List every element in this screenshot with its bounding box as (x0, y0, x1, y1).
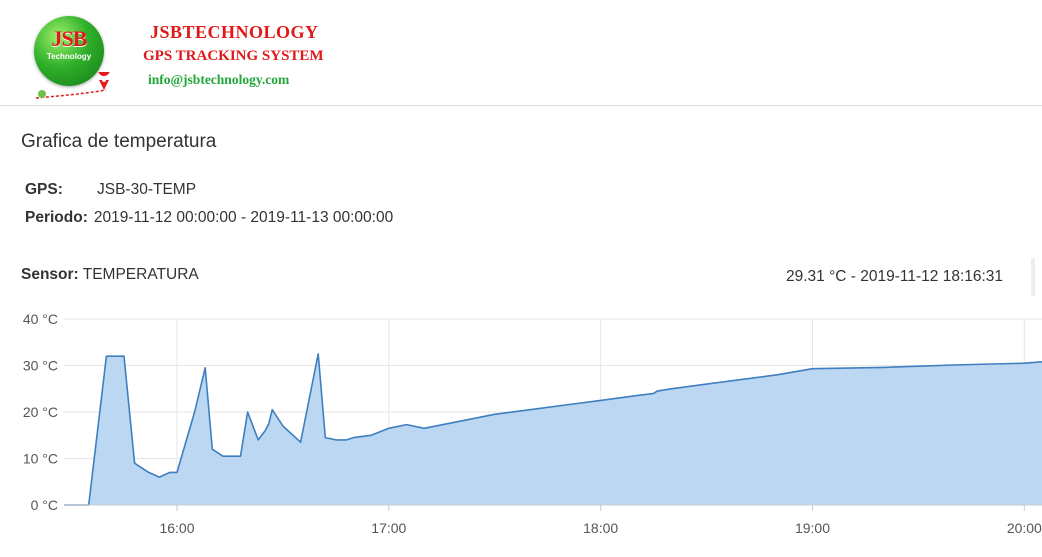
y-tick-label: 10 °C (23, 451, 58, 467)
header: JSB Technology JSBTECHNOLOGY GPS TRACKIN… (0, 0, 1042, 106)
logo-text: JSB (51, 26, 88, 51)
y-tick-label: 40 °C (23, 311, 58, 327)
x-axis-ticks: 16:00 17:00 18:00 19:00 20:00 (159, 520, 1042, 536)
logo-subtext: Technology (46, 52, 92, 61)
x-tick-label: 17:00 (371, 520, 406, 536)
x-tick-label: 19:00 (795, 520, 830, 536)
brand-title: JSBTECHNOLOGY (150, 22, 319, 42)
sensor-label: Sensor: (21, 266, 79, 283)
y-tick-label: 30 °C (23, 358, 58, 374)
periodo-label: Periodo: (25, 209, 88, 226)
sensor-info: Sensor: TEMPERATURA (21, 266, 199, 284)
sensor-value: TEMPERATURA (82, 266, 199, 283)
series-line (64, 353, 1042, 506)
x-tick-label: 20:00 (1007, 520, 1042, 536)
hover-reading: 29.31 °C - 2019-11-12 18:16:31 (786, 268, 1004, 285)
periodo-value: 2019-11-12 00:00:00 - 2019-11-13 00:00:0… (93, 209, 394, 226)
logo-globe-icon (34, 16, 104, 86)
periodo-info: Periodo: 2019-11-12 00:00:00 - 2019-11-13… (25, 209, 393, 227)
y-tick-label: 20 °C (23, 404, 58, 420)
x-tick-label: 16:00 (159, 520, 194, 536)
gps-info: GPS: JSB-30-TEMP (25, 181, 196, 199)
gps-value: JSB-30-TEMP (97, 181, 197, 198)
temperature-chart[interactable]: 0 °C 10 °C 20 °C 30 °C 40 °C 16:00 17:00 18:00… (0, 300, 1042, 557)
x-tick-label: 18:00 (583, 520, 618, 536)
brand-email[interactable]: info@jsbtechnology.com (148, 72, 290, 87)
company-logo: JSB Technology (28, 12, 118, 100)
map-pin-icon (35, 72, 110, 99)
gps-label: GPS: (25, 181, 63, 198)
brand-subtitle: GPS TRACKING SYSTEM (143, 48, 324, 64)
chart-series (64, 353, 1042, 506)
page-title: Grafica de temperatura (21, 131, 217, 152)
series-area (64, 353, 1042, 505)
y-axis-ticks: 0 °C 10 °C 20 °C 30 °C 40 °C (23, 311, 58, 513)
y-tick-label: 0 °C (31, 497, 58, 513)
reading-divider (1031, 258, 1035, 296)
